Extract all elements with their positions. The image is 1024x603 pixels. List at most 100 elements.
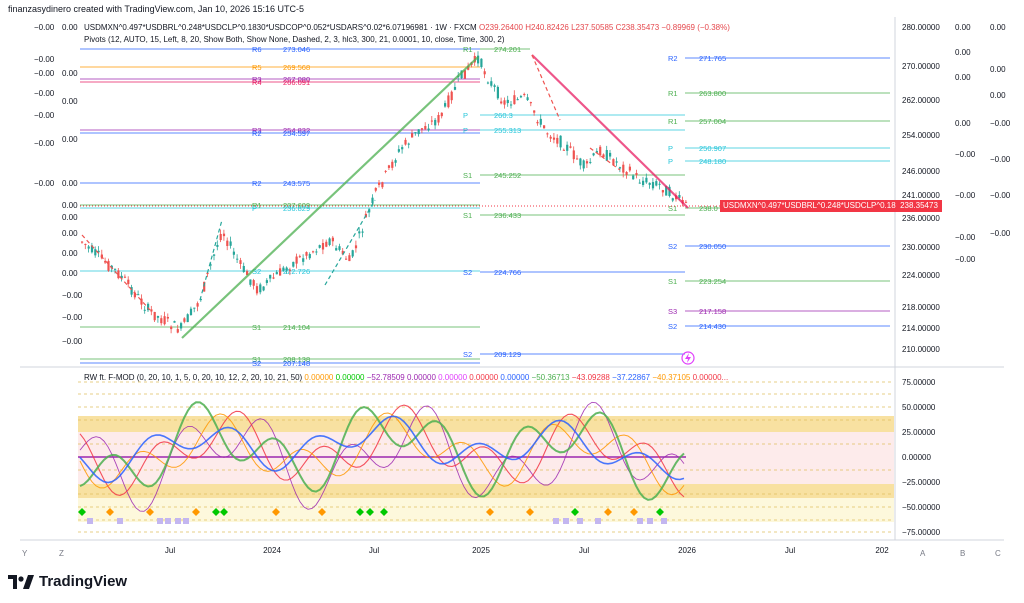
candle-body (503, 100, 506, 105)
candle-body (176, 329, 179, 333)
time-tick-label: Jul (369, 546, 379, 555)
candle-body (180, 323, 183, 329)
candle-body (348, 255, 351, 262)
pivot-value: 236.433 (494, 211, 521, 220)
pivot-name: S1 (252, 355, 261, 364)
candle-body (153, 311, 156, 321)
candle-body (526, 97, 529, 101)
candle-body (288, 269, 292, 271)
indicator-tick-label: 75.00000 (902, 378, 936, 387)
scale-a-button[interactable]: A (920, 549, 926, 558)
lightning-icon[interactable] (681, 351, 695, 365)
candle-body (163, 316, 166, 325)
pivot-name: R2 (668, 54, 678, 63)
oscillator-line (79, 404, 685, 498)
overlay-value: −0.00 (955, 233, 976, 242)
candle-body (453, 86, 457, 90)
overlay-value: 0.00 (955, 48, 971, 57)
candle-body (269, 274, 272, 279)
signal-marker (630, 508, 638, 516)
indicator-tick-label: −75.00000 (902, 528, 941, 537)
candle-body (407, 143, 410, 145)
candle-body (97, 250, 100, 253)
pivot-value: 224.766 (494, 268, 521, 277)
candle-body (137, 294, 140, 296)
price-tick-label: 262.00000 (902, 96, 940, 105)
candle-body (160, 318, 163, 324)
candle-body (387, 165, 391, 168)
axes: 280.00000 270.00000 262.00000 254.00000 246.… (34, 23, 1011, 555)
scale-y-button[interactable]: Y (22, 549, 28, 558)
scale-c-button[interactable]: C (995, 549, 1001, 558)
oscillator-line (79, 415, 685, 484)
candle-body (678, 194, 681, 198)
overlay-value: −0.00 (34, 139, 55, 148)
candle-body (335, 248, 338, 251)
pivot-name: R5 (252, 63, 262, 72)
candle-body (496, 86, 499, 99)
scale-b-button[interactable]: B (960, 549, 966, 558)
indicator-value: 0.00000 (467, 373, 499, 382)
candle-body (133, 292, 136, 298)
candle-body (114, 268, 117, 270)
candle-body (275, 272, 278, 275)
candle-body (533, 110, 536, 113)
os-band (78, 484, 894, 498)
candle-body (143, 309, 146, 311)
overlay-value: −0.00 (34, 69, 55, 78)
price-tick-label: 254.00000 (902, 131, 940, 140)
pivot-name: R3 (252, 126, 262, 135)
candle-body (516, 99, 519, 101)
overlay-value: −0.00 (34, 179, 55, 188)
pivot-value: 250.907 (699, 144, 726, 153)
candle-body (658, 183, 661, 185)
candle-body (513, 95, 516, 105)
candle-body (384, 170, 387, 172)
signal-square (595, 518, 601, 524)
candle-body (189, 308, 193, 316)
candle-body (123, 276, 127, 278)
candle-body (328, 238, 331, 245)
candle-body (566, 144, 569, 151)
candle-body (651, 182, 655, 189)
pivot-value: 263.800 (699, 89, 726, 98)
candle-body (193, 307, 196, 309)
candle-body (166, 316, 169, 319)
mid-band (78, 432, 894, 484)
candle-body (437, 115, 440, 123)
pivot-name: S1 (463, 171, 472, 180)
candle-body (242, 265, 245, 273)
signal-square (661, 518, 667, 524)
scale-z-button[interactable]: Z (59, 549, 64, 558)
candle-body (440, 112, 443, 117)
indicator-value: 0.00000 (333, 373, 365, 382)
candle-body (302, 258, 305, 262)
candle-body (414, 132, 417, 134)
candle-body (150, 309, 153, 312)
pivot-name: P (463, 126, 468, 135)
ohlc-close: C238.35473 (615, 23, 660, 32)
candle-body (371, 197, 374, 204)
candle-body (338, 246, 341, 250)
candle-body (127, 279, 130, 285)
signal-square (647, 518, 653, 524)
indicator-tick-label: −25.00000 (902, 478, 941, 487)
candle-body (325, 241, 328, 247)
candle-body (460, 70, 463, 79)
time-tick-label: 2026 (678, 546, 696, 555)
time-tick-label: 202 (875, 546, 889, 555)
overlay-value: 0.00 (955, 73, 971, 82)
candle-body (510, 104, 513, 106)
price-tick-label: 236.00000 (902, 214, 940, 223)
pivot-name: S2 (252, 359, 261, 368)
signal-marker (318, 508, 326, 516)
candle-body (609, 152, 612, 157)
price-tick-label: 246.00000 (902, 167, 940, 176)
candle-body (199, 299, 202, 301)
candle-body (556, 137, 559, 144)
pivot-name: S2 (252, 267, 261, 276)
candle-body (661, 190, 664, 193)
uptrend-line (181, 56, 479, 339)
indicator-legend: RW ft. F-MOD (0, 20, 10, 1, 5, 0, 20, 10… (84, 373, 728, 382)
